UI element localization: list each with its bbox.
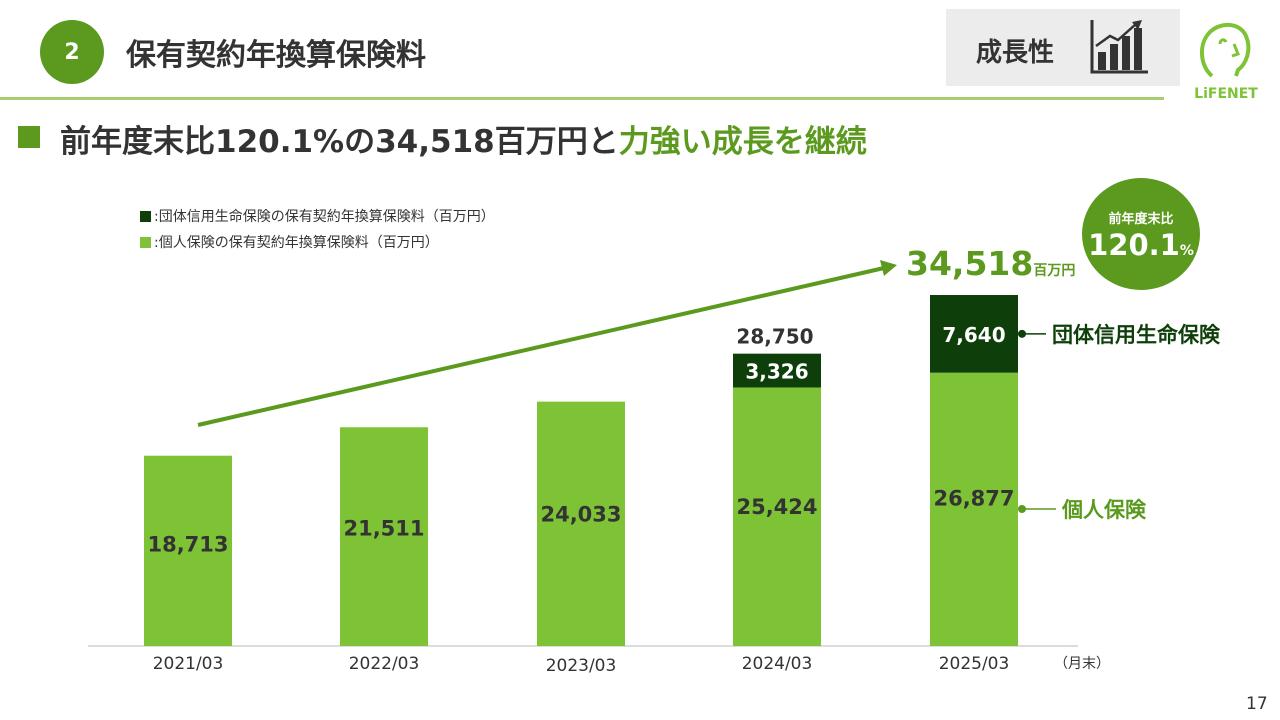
bar-group-2025-03 xyxy=(930,295,1018,373)
data-label-individual: 24,033 xyxy=(540,503,621,527)
data-label-individual: 26,877 xyxy=(933,487,1014,511)
trend-arrow-line xyxy=(197,266,885,427)
section-number-badge: 2 xyxy=(40,20,104,84)
headline-prefix: 前年度末比120.1%の34,518百万円と xyxy=(60,124,619,160)
data-label-individual: 25,424 xyxy=(736,495,817,519)
logo-text: LiFENET xyxy=(1194,86,1258,100)
yoy-badge-caption: 前年度末比 xyxy=(1108,212,1174,227)
total-callout: 34,518百万円 xyxy=(906,244,1075,283)
total-callout-value: 34,518 xyxy=(906,244,1034,283)
bar-individual-2021-03 xyxy=(144,455,232,646)
data-label-individual: 18,713 xyxy=(147,532,228,556)
legend-swatch-individual xyxy=(140,236,151,248)
yoy-growth-badge: 前年度末比 120.1% xyxy=(1082,178,1200,290)
bar-group-2024-03 xyxy=(733,353,821,388)
headline-bullet xyxy=(18,126,40,148)
growth-chart-icon xyxy=(1090,20,1148,74)
x-tick-label: 2022/03 xyxy=(349,654,420,674)
legend-swatch-group xyxy=(140,210,151,222)
x-tick-label: 2025/03 xyxy=(939,654,1010,674)
bar-individual-2025-03 xyxy=(930,372,1018,646)
lifenet-logo: LiFENET xyxy=(1194,23,1258,100)
x-tick-label: 2021/03 xyxy=(153,654,224,674)
yoy-badge-value: 120.1 xyxy=(1088,228,1180,262)
section-number: 2 xyxy=(64,39,80,65)
bar-individual-2022-03 xyxy=(340,427,428,646)
legend-item-individual: :個人保険の保有契約年換算保険料（百万円） xyxy=(140,232,439,252)
headline: 前年度末比120.1%の34,518百万円と力強い成長を継続 xyxy=(60,116,867,161)
legend-label-individual: :個人保険の保有契約年換算保険料（百万円） xyxy=(154,235,439,251)
legend-item-group: :団体信用生命保険の保有契約年換算保険料（百万円） xyxy=(140,206,495,226)
data-label-individual: 21,511 xyxy=(343,517,424,541)
x-tick-label: 2024/03 xyxy=(742,654,813,674)
data-label-group: 3,326 xyxy=(745,360,808,384)
category-tag-label: 成長性 xyxy=(976,38,1055,68)
data-label-total: 28,750 xyxy=(736,325,813,349)
data-label-group: 7,640 xyxy=(942,323,1005,347)
x-unit-label: （月末） xyxy=(1054,656,1110,672)
trend-arrow-head xyxy=(880,260,897,276)
bar-individual-2023-03 xyxy=(537,401,625,646)
series-label-individual: 個人保険 xyxy=(1061,498,1147,522)
total-callout-unit: 百万円 xyxy=(1033,263,1076,279)
x-tick-label: 2023/03 xyxy=(546,656,617,676)
headline-emphasis: 力強い成長を継続 xyxy=(618,124,867,160)
bar-individual-2024-03 xyxy=(733,387,821,646)
header-divider xyxy=(0,97,1164,100)
page-number: 17 xyxy=(1246,694,1268,714)
series-label-group: 団体信用生命保険 xyxy=(1052,323,1221,347)
page-title: 保有契約年換算保険料 xyxy=(126,38,426,73)
yoy-badge-unit: % xyxy=(1179,243,1194,259)
legend-label-group: :団体信用生命保険の保有契約年換算保険料（百万円） xyxy=(154,209,495,225)
